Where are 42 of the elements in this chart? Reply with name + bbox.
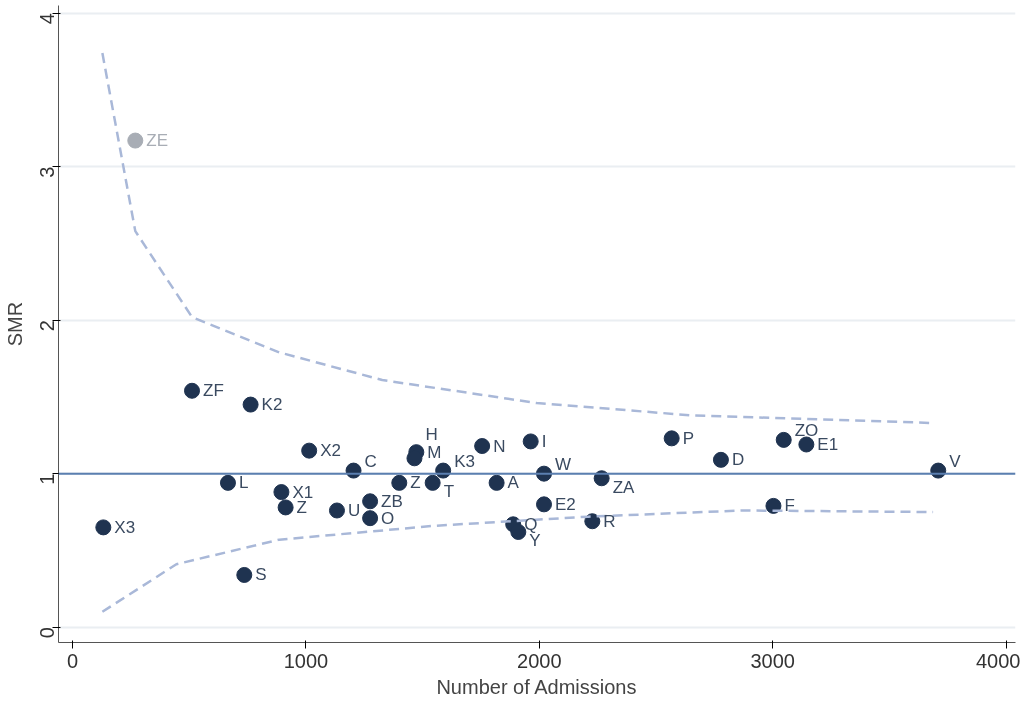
annotation: C — [364, 452, 377, 472]
annotation: F — [784, 496, 795, 516]
x-axis-title: Number of Admissions — [436, 675, 637, 698]
x-tick-label: 3000 — [750, 649, 795, 672]
y-tick-label: 0 — [36, 627, 59, 639]
x-tick-label: 4000 — [976, 649, 1021, 672]
annotation: W — [555, 455, 572, 475]
annotation: K3 — [454, 452, 475, 472]
annotation: ZA — [612, 477, 636, 497]
y-tick-label: 2 — [36, 320, 59, 332]
x-tick-label: 2000 — [517, 649, 562, 672]
annotation: ZB — [381, 491, 403, 511]
annotation: ZE — [146, 131, 169, 151]
annotation: S — [255, 565, 267, 585]
annotation: X3 — [114, 517, 136, 537]
annotation: T — [443, 482, 455, 502]
annotation: ZF — [203, 381, 224, 401]
annotation: O — [381, 508, 395, 528]
annotation: Z — [410, 473, 421, 493]
annotation: Q — [524, 514, 538, 534]
annotation: K2 — [261, 395, 283, 415]
annotation: L — [238, 473, 249, 493]
annotation: M — [427, 442, 442, 462]
x-tick-label: 0 — [66, 649, 79, 672]
annotation: R — [603, 511, 616, 531]
annotation: U — [347, 501, 361, 520]
annotation: X2 — [320, 441, 341, 461]
y-tick-label: 4 — [36, 13, 59, 25]
y-tick-label: 1 — [36, 473, 59, 485]
y-axis-title: SMR — [3, 301, 26, 347]
annotation: P — [682, 428, 695, 448]
x-tick-label: 1000 — [283, 649, 329, 672]
annotation: A — [507, 473, 520, 493]
annotation: I — [541, 431, 547, 451]
annotation: N — [493, 436, 506, 456]
annotation: E2 — [555, 494, 576, 514]
y-tick-label: 3 — [36, 166, 59, 178]
annotation: V — [949, 452, 962, 472]
annotation: H — [425, 424, 438, 444]
annotation: D — [731, 450, 745, 470]
annotation: E1 — [817, 434, 839, 454]
annotation: ZO — [794, 421, 819, 441]
